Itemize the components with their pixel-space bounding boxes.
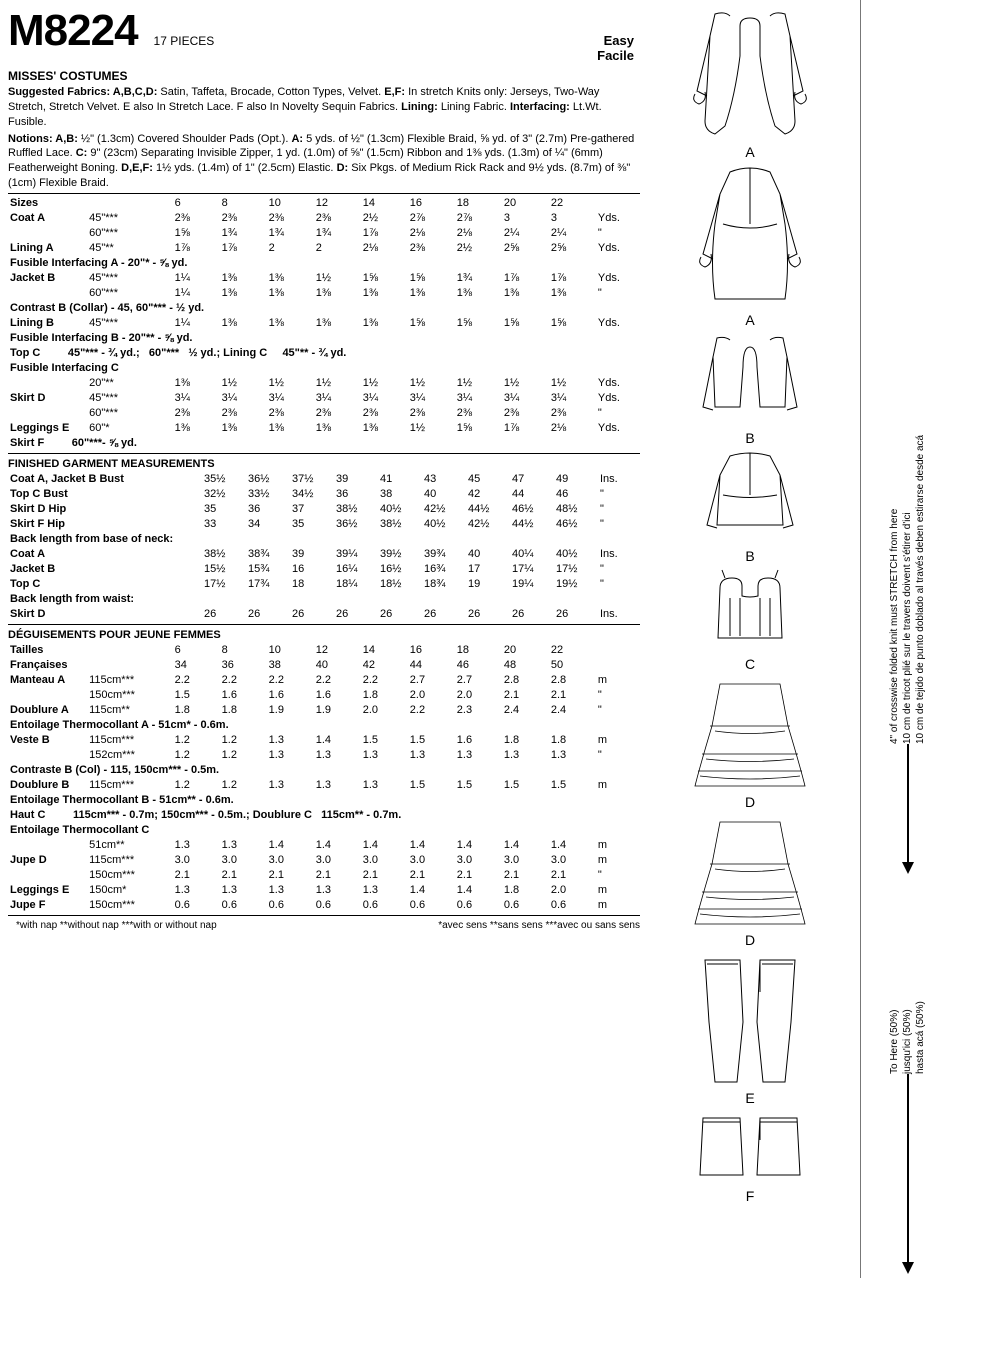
- technical-sketches: A A B B C D D E F: [640, 0, 860, 1278]
- difficulty: Easy Facile: [597, 33, 640, 63]
- suggested-fabrics: Suggested Fabrics: A,B,C,D: Satin, Taffe…: [8, 85, 640, 130]
- sketch-a: A: [665, 6, 835, 160]
- sketch-label: F: [746, 1188, 755, 1204]
- footnote-en: *with nap **without nap ***with or witho…: [16, 920, 217, 931]
- sketch-label: D: [745, 932, 755, 948]
- to-here-fr: jusqu'ici (50%): [902, 874, 913, 1074]
- notions: Notions: A,B: ½" (1.3cm) Covered Shoulde…: [8, 132, 640, 191]
- sketch-e: E: [665, 952, 835, 1106]
- sketch-d: D: [665, 676, 835, 810]
- yardage-table-en: Sizes6810121416182022Coat A45"***2⅜2⅜2⅜2…: [8, 196, 628, 451]
- sketch-label: D: [745, 794, 755, 810]
- sketch-label: E: [745, 1090, 754, 1106]
- divider: [8, 915, 640, 916]
- sketch-label: B: [745, 548, 754, 564]
- arrow-icon: [898, 744, 918, 874]
- sketch-label: A: [745, 144, 754, 160]
- footnote-fr: *avec sens **sans sens ***avec ou sans s…: [438, 920, 640, 931]
- title: MISSES' COSTUMES: [8, 69, 640, 83]
- easy-en: Easy: [604, 33, 634, 48]
- sketch-d: D: [665, 814, 835, 948]
- easy-fr: Facile: [597, 48, 634, 63]
- stretch-text-es: 10 cm de tejido de punto doblado al trav…: [915, 4, 926, 744]
- sketch-label: B: [745, 430, 754, 446]
- stretch-text-en: 4" of crosswise folded knit must STRETCH…: [889, 4, 900, 744]
- sketch-b: B: [665, 450, 835, 564]
- to-here-en: To Here (50%): [889, 874, 900, 1074]
- fgm-heading: FINISHED GARMENT MEASUREMENTS: [8, 456, 640, 470]
- sketch-f: F: [665, 1110, 835, 1204]
- divider: [8, 624, 640, 625]
- main-column: M8224 17 PIECES Easy Facile MISSES' COST…: [0, 0, 640, 1278]
- to-here-es: hasta acá (50%): [915, 874, 926, 1074]
- french-heading: DÉGUISEMENTS POUR JEUNE FEMMES: [8, 627, 640, 641]
- yardage-table-fr: Tailles6810121416182022Françaises3436384…: [8, 643, 628, 913]
- divider: [8, 453, 640, 454]
- stretch-gauge: 4" of crosswise folded knit must STRETCH…: [860, 0, 954, 1278]
- sketch-label: A: [745, 312, 754, 328]
- fgm-table: Coat A, Jacket B Bust35½36½37½3941434547…: [8, 472, 628, 622]
- header: M8224 17 PIECES Easy Facile: [8, 6, 640, 63]
- sketch-label: C: [745, 656, 755, 672]
- sketch-c: C: [665, 568, 835, 672]
- footnotes: *with nap **without nap ***with or witho…: [8, 918, 648, 937]
- stretch-text-fr: 10 cm de tricot plié sur le travers doiv…: [902, 4, 913, 744]
- page-root: M8224 17 PIECES Easy Facile MISSES' COST…: [0, 0, 984, 1278]
- sketch-a: A: [665, 164, 835, 328]
- divider: [8, 193, 640, 194]
- piece-count: 17 PIECES: [154, 34, 215, 48]
- sketch-b: B: [665, 332, 835, 446]
- pattern-number: M8224: [8, 6, 138, 56]
- arrow-icon: [898, 1074, 918, 1274]
